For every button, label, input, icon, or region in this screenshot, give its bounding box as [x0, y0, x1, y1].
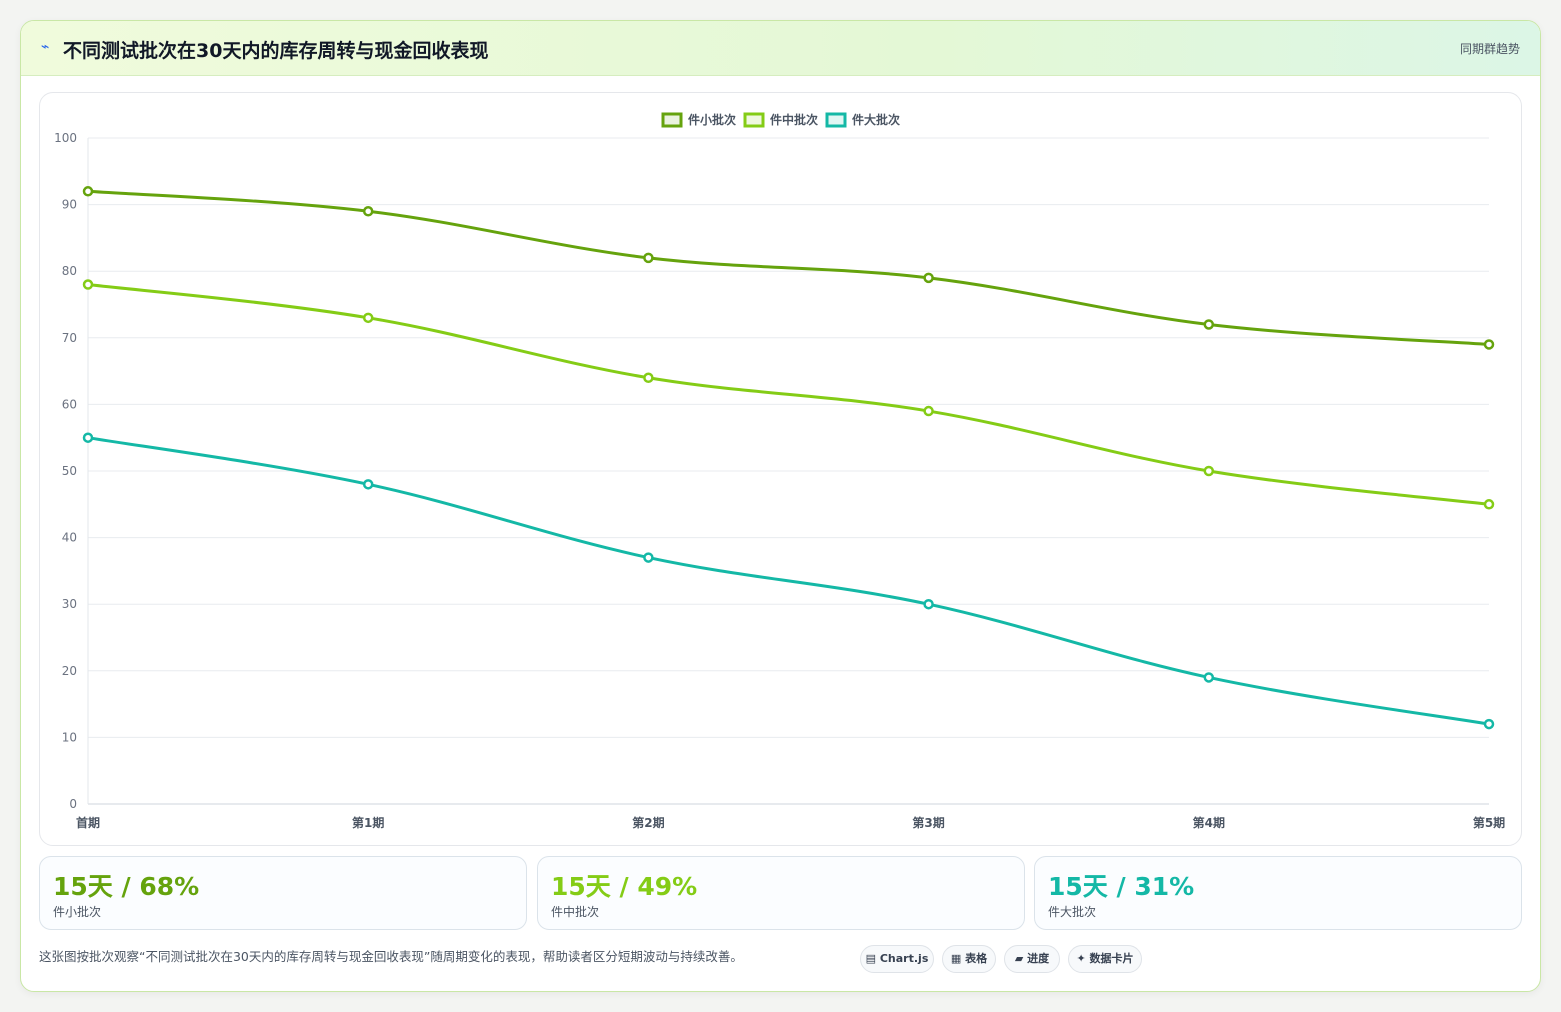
- pill-label: 表格: [965, 952, 988, 965]
- y-tick-label: 100: [54, 131, 77, 145]
- pill-table[interactable]: ▦ 表格: [942, 945, 996, 973]
- panel-header: ⌁ 不同测试批次在30天内的库存周转与现金回收表现 同期群趋势: [21, 21, 1540, 76]
- pill-label: 进度: [1027, 952, 1050, 965]
- data-point: [362, 206, 374, 217]
- y-tick-label: 50: [62, 464, 77, 478]
- legend-label: 件小批次: [688, 112, 736, 127]
- data-point: [362, 479, 374, 490]
- x-tick-label: 第1期: [352, 815, 384, 830]
- y-tick-label: 80: [62, 264, 77, 278]
- stat-label: 件中批次: [551, 905, 600, 919]
- pill-data-card[interactable]: ✦ 数据卡片: [1068, 945, 1142, 973]
- stat-label: 件小批次: [53, 905, 102, 919]
- data-point: [82, 432, 94, 443]
- series-line: [86, 189, 1491, 346]
- data-point: [1203, 672, 1215, 683]
- stat-value: 15天 / 68%: [53, 872, 200, 901]
- stat-card-small: 15天 / 68% 件小批次: [39, 856, 527, 930]
- y-tick-label: 0: [69, 797, 77, 811]
- data-point: [643, 252, 654, 264]
- data-point: [643, 552, 654, 563]
- data-point: [362, 312, 374, 324]
- stat-label: 件大批次: [1048, 905, 1097, 919]
- header-tag: 同期群趋势: [1459, 42, 1520, 56]
- legend-swatch: [661, 112, 683, 128]
- data-point: [923, 272, 934, 284]
- legend-label: 件大批次: [852, 112, 900, 127]
- data-point: [1483, 339, 1495, 350]
- pulse-icon: ⌁: [41, 39, 50, 55]
- data-point: [1483, 718, 1495, 730]
- data-point: [923, 598, 934, 610]
- chart-panel: ⌁ 不同测试批次在30天内的库存周转与现金回收表现 同期群趋势 0 10 20 30 4…: [20, 20, 1541, 992]
- pill-chartjs[interactable]: ▤ Chart.js: [860, 945, 934, 973]
- pill-label: 数据卡片: [1089, 952, 1134, 965]
- chart-card: 0 10 20 30 40 50 60 70 80 90 100 首期 第1期 第2期 第3期 第4期 第5期 件…: [39, 92, 1522, 846]
- data-point: [923, 405, 934, 417]
- x-tick-label: 第3期: [912, 815, 944, 830]
- legend-swatch: [743, 112, 765, 128]
- data-point: [1203, 465, 1215, 477]
- series-line: [86, 283, 1491, 506]
- y-tick-label: 30: [62, 597, 77, 611]
- series-line: [86, 436, 1491, 726]
- sparkle-icon: ✦: [1076, 952, 1086, 965]
- y-tick-label: 10: [62, 730, 77, 744]
- data-point: [1203, 319, 1215, 330]
- stat-card-medium: 15天 / 49% 件中批次: [537, 856, 1025, 930]
- legend-label: 件中批次: [770, 112, 818, 127]
- chart-icon: ▤: [865, 952, 877, 965]
- y-tick-label: 60: [62, 397, 77, 411]
- table-icon: ▦: [950, 952, 962, 965]
- stat-value: 15天 / 31%: [1048, 872, 1195, 901]
- y-tick-label: 90: [62, 198, 77, 212]
- x-tick-label: 第2期: [632, 815, 664, 830]
- page-title: 不同测试批次在30天内的库存周转与现金回收表现: [63, 40, 489, 62]
- data-point: [1483, 499, 1495, 510]
- y-tick-label: 40: [62, 531, 77, 545]
- x-tick-label: 首期: [76, 815, 100, 830]
- progress-icon: ▰: [1014, 952, 1024, 965]
- legend-swatch: [825, 112, 847, 128]
- data-point: [82, 186, 94, 197]
- footer-note: 这张图按批次观察“不同测试批次在30天内的库存周转与现金回收表现”随周期变化的表…: [39, 949, 743, 964]
- pill-progress[interactable]: ▰ 进度: [1004, 945, 1060, 973]
- y-tick-label: 70: [62, 331, 77, 345]
- stat-value: 15天 / 49%: [551, 872, 698, 901]
- pill-label: Chart.js: [879, 952, 929, 965]
- stat-card-large: 15天 / 31% 件大批次: [1034, 856, 1522, 930]
- data-point: [643, 372, 654, 384]
- line-chart: 0 10 20 30 40 50 60 70 80 90 100 首期 第1期 第2期 第3期 第4期 第5期 件…: [54, 112, 1505, 830]
- x-tick-label: 第4期: [1193, 815, 1225, 830]
- y-tick-label: 20: [62, 664, 77, 678]
- x-tick-label: 第5期: [1473, 815, 1505, 830]
- data-point: [82, 279, 94, 290]
